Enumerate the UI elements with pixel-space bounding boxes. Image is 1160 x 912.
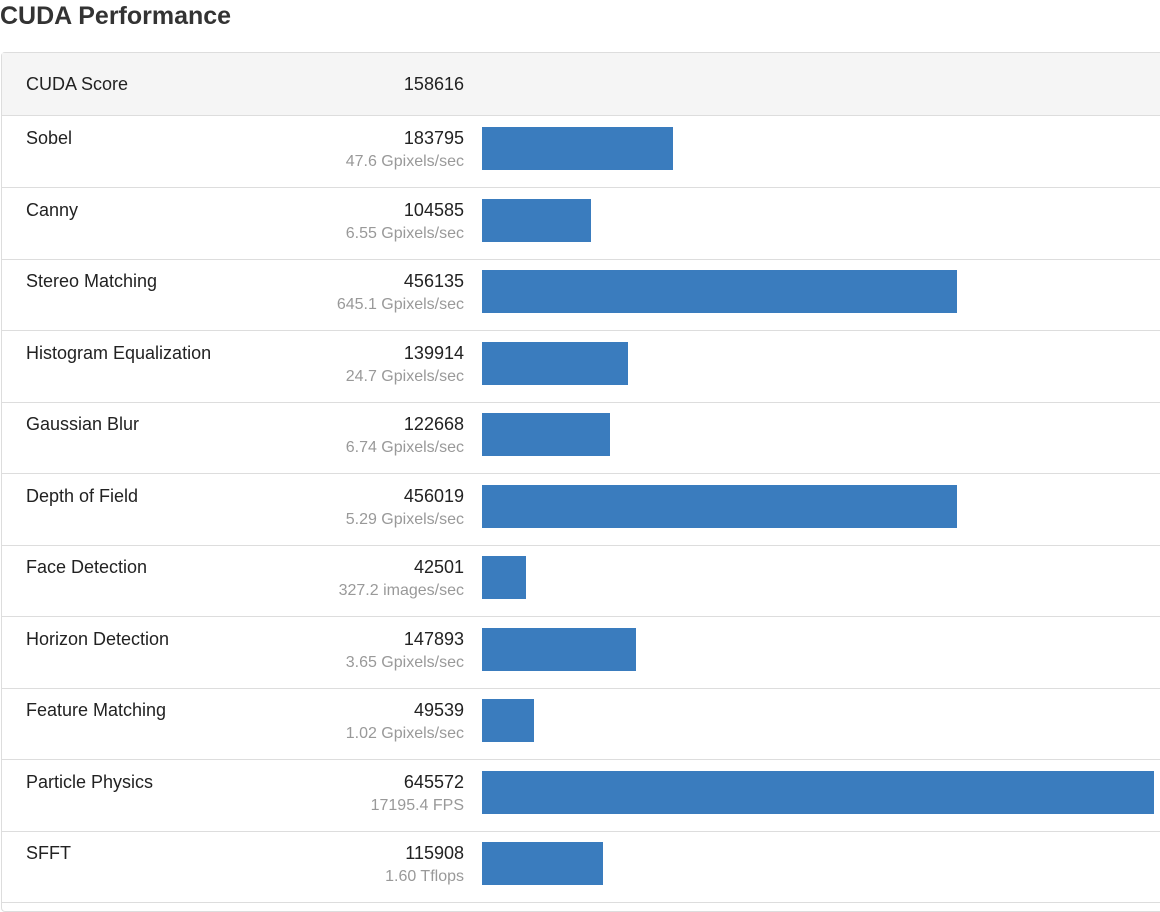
benchmark-score-bar xyxy=(482,556,526,599)
benchmark-score-bar xyxy=(482,270,957,313)
benchmark-row-sfft: SFFT 115908 1.60 Tflops xyxy=(2,831,1160,903)
benchmark-rate: 47.6 Gpixels/sec xyxy=(345,153,464,170)
benchmark-score: 104585 xyxy=(403,200,464,220)
benchmark-rate: 6.55 Gpixels/sec xyxy=(345,225,464,242)
benchmark-score-bar xyxy=(482,699,534,742)
benchmark-row-gaussian-blur: Gaussian Blur 122668 6.74 Gpixels/sec xyxy=(2,402,1160,474)
benchmark-rate: 17195.4 FPS xyxy=(370,797,464,814)
benchmark-rate: 3.65 Gpixels/sec xyxy=(345,654,464,671)
benchmark-score-bar xyxy=(482,413,610,456)
benchmark-name: Particle Physics xyxy=(26,772,154,792)
benchmark-row-canny: Canny 104585 6.55 Gpixels/sec xyxy=(2,188,1160,260)
benchmark-score: 456135 xyxy=(403,271,464,291)
benchmark-rate: 6.74 Gpixels/sec xyxy=(345,439,464,456)
benchmark-score: 122668 xyxy=(403,414,464,434)
benchmark-row-face-detection: Face Detection 42501 327.2 images/sec xyxy=(2,545,1160,617)
benchmark-name: Gaussian Blur xyxy=(26,414,140,434)
benchmark-score: 456019 xyxy=(403,486,464,506)
benchmark-name: SFFT xyxy=(26,843,71,863)
benchmark-score-bar xyxy=(482,342,628,385)
cuda-score-row: CUDA Score 158616 xyxy=(2,53,1160,116)
benchmark-name: Face Detection xyxy=(26,557,148,577)
benchmark-row-stereo-matching: Stereo Matching 456135 645.1 Gpixels/sec xyxy=(2,259,1160,331)
benchmark-name: Sobel xyxy=(26,128,73,148)
benchmark-rate: 1.02 Gpixels/sec xyxy=(345,725,464,742)
cuda-score-label: CUDA Score xyxy=(26,74,129,94)
benchmark-row-sobel: Sobel 183795 47.6 Gpixels/sec xyxy=(2,116,1160,188)
benchmark-row-particle-physics: Particle Physics 645572 17195.4 FPS xyxy=(2,760,1160,832)
benchmark-score: 139914 xyxy=(403,343,464,363)
section-title: CUDA Performance xyxy=(0,2,232,30)
benchmark-score: 183795 xyxy=(403,128,464,148)
benchmark-name: Depth of Field xyxy=(26,486,139,506)
benchmark-score: 49539 xyxy=(413,700,464,720)
benchmark-score: 115908 xyxy=(405,843,464,863)
benchmark-score-bar xyxy=(482,628,636,671)
results-table: CUDA Score 158616 Sobel 183795 47.6 Gpix… xyxy=(1,52,1160,912)
cuda-score-value: 158616 xyxy=(403,74,464,94)
benchmark-rate: 5.29 Gpixels/sec xyxy=(345,511,464,528)
benchmark-name: Stereo Matching xyxy=(26,271,158,291)
benchmark-score: 42501 xyxy=(413,557,464,577)
benchmark-row-feature-matching: Feature Matching 49539 1.02 Gpixels/sec xyxy=(2,688,1160,760)
benchmark-score: 147893 xyxy=(403,629,464,649)
benchmark-row-histogram-equalization: Histogram Equalization 139914 24.7 Gpixe… xyxy=(2,331,1160,403)
benchmark-row-depth-of-field: Depth of Field 456019 5.29 Gpixels/sec xyxy=(2,474,1160,546)
benchmark-name: Canny xyxy=(26,200,79,220)
benchmark-rate: 24.7 Gpixels/sec xyxy=(345,368,464,385)
benchmark-rate: 327.2 images/sec xyxy=(338,582,464,599)
benchmark-score: 645572 xyxy=(403,772,464,792)
benchmark-row-horizon-detection: Horizon Detection 147893 3.65 Gpixels/se… xyxy=(2,617,1160,689)
benchmark-score-bar xyxy=(482,842,603,885)
benchmark-score-bar xyxy=(482,771,1154,814)
benchmark-score-bar xyxy=(482,127,673,170)
benchmark-rate: 645.1 Gpixels/sec xyxy=(336,296,464,313)
benchmark-score-bar xyxy=(482,199,591,242)
benchmark-rate: 1.60 Tflops xyxy=(385,868,464,885)
benchmark-name: Horizon Detection xyxy=(26,629,170,649)
benchmark-name: Histogram Equalization xyxy=(26,343,212,363)
benchmark-score-bar xyxy=(482,485,957,528)
benchmark-name: Feature Matching xyxy=(26,700,167,720)
